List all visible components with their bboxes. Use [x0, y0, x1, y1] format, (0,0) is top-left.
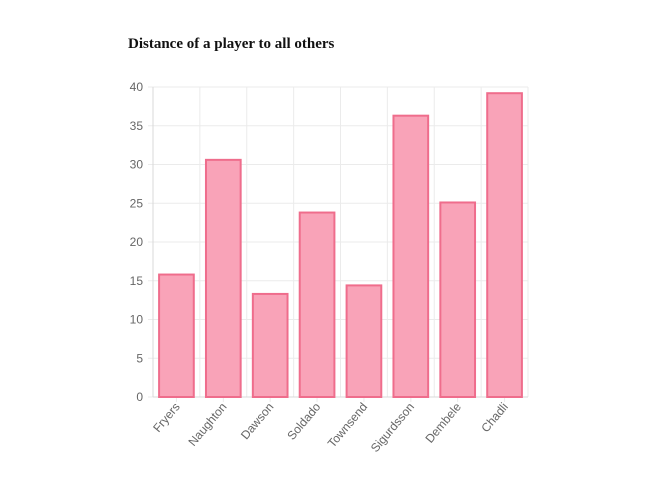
x-tick-label: Chadli	[478, 400, 511, 435]
bar-chadli[interactable]	[486, 92, 523, 398]
y-tick-label: 25	[130, 196, 144, 210]
bar-sigurdsson[interactable]	[392, 114, 430, 399]
y-tick-label: 35	[130, 119, 144, 133]
bar-townsend[interactable]	[345, 284, 383, 398]
y-tick-label: 5	[136, 351, 143, 365]
x-tick-label: Naughton	[185, 400, 229, 449]
bar-fryers[interactable]	[158, 273, 195, 398]
x-tick-label: Soldado	[284, 400, 323, 443]
bar-soldado[interactable]	[298, 211, 336, 398]
y-tick-label: 15	[130, 274, 144, 288]
bar-naughton[interactable]	[204, 158, 242, 398]
y-tick-label: 40	[130, 80, 144, 94]
y-tick-label: 10	[130, 313, 144, 327]
bar-dawson[interactable]	[251, 292, 289, 398]
x-tick-label: Dembele	[422, 400, 464, 446]
x-tick-label: Sigurdsson	[368, 400, 417, 455]
y-tick-label: 20	[130, 235, 144, 249]
x-tick-label: Fryers	[150, 400, 183, 435]
x-tick-label: Dawson	[238, 400, 277, 442]
y-tick-labels: 0 5 10 15 20 25 30 35 40	[130, 80, 144, 404]
y-tick-label: 30	[130, 158, 144, 172]
x-tick-label: Townsend	[325, 400, 370, 450]
bar-dembele[interactable]	[439, 201, 477, 398]
chart-title: Distance of a player to all others	[128, 36, 335, 52]
bar-layer	[158, 92, 523, 399]
x-tick-labels: Fryers Naughton Dawson Soldado TownsendSigur…	[150, 400, 511, 455]
y-tick-label: 0	[136, 390, 143, 404]
